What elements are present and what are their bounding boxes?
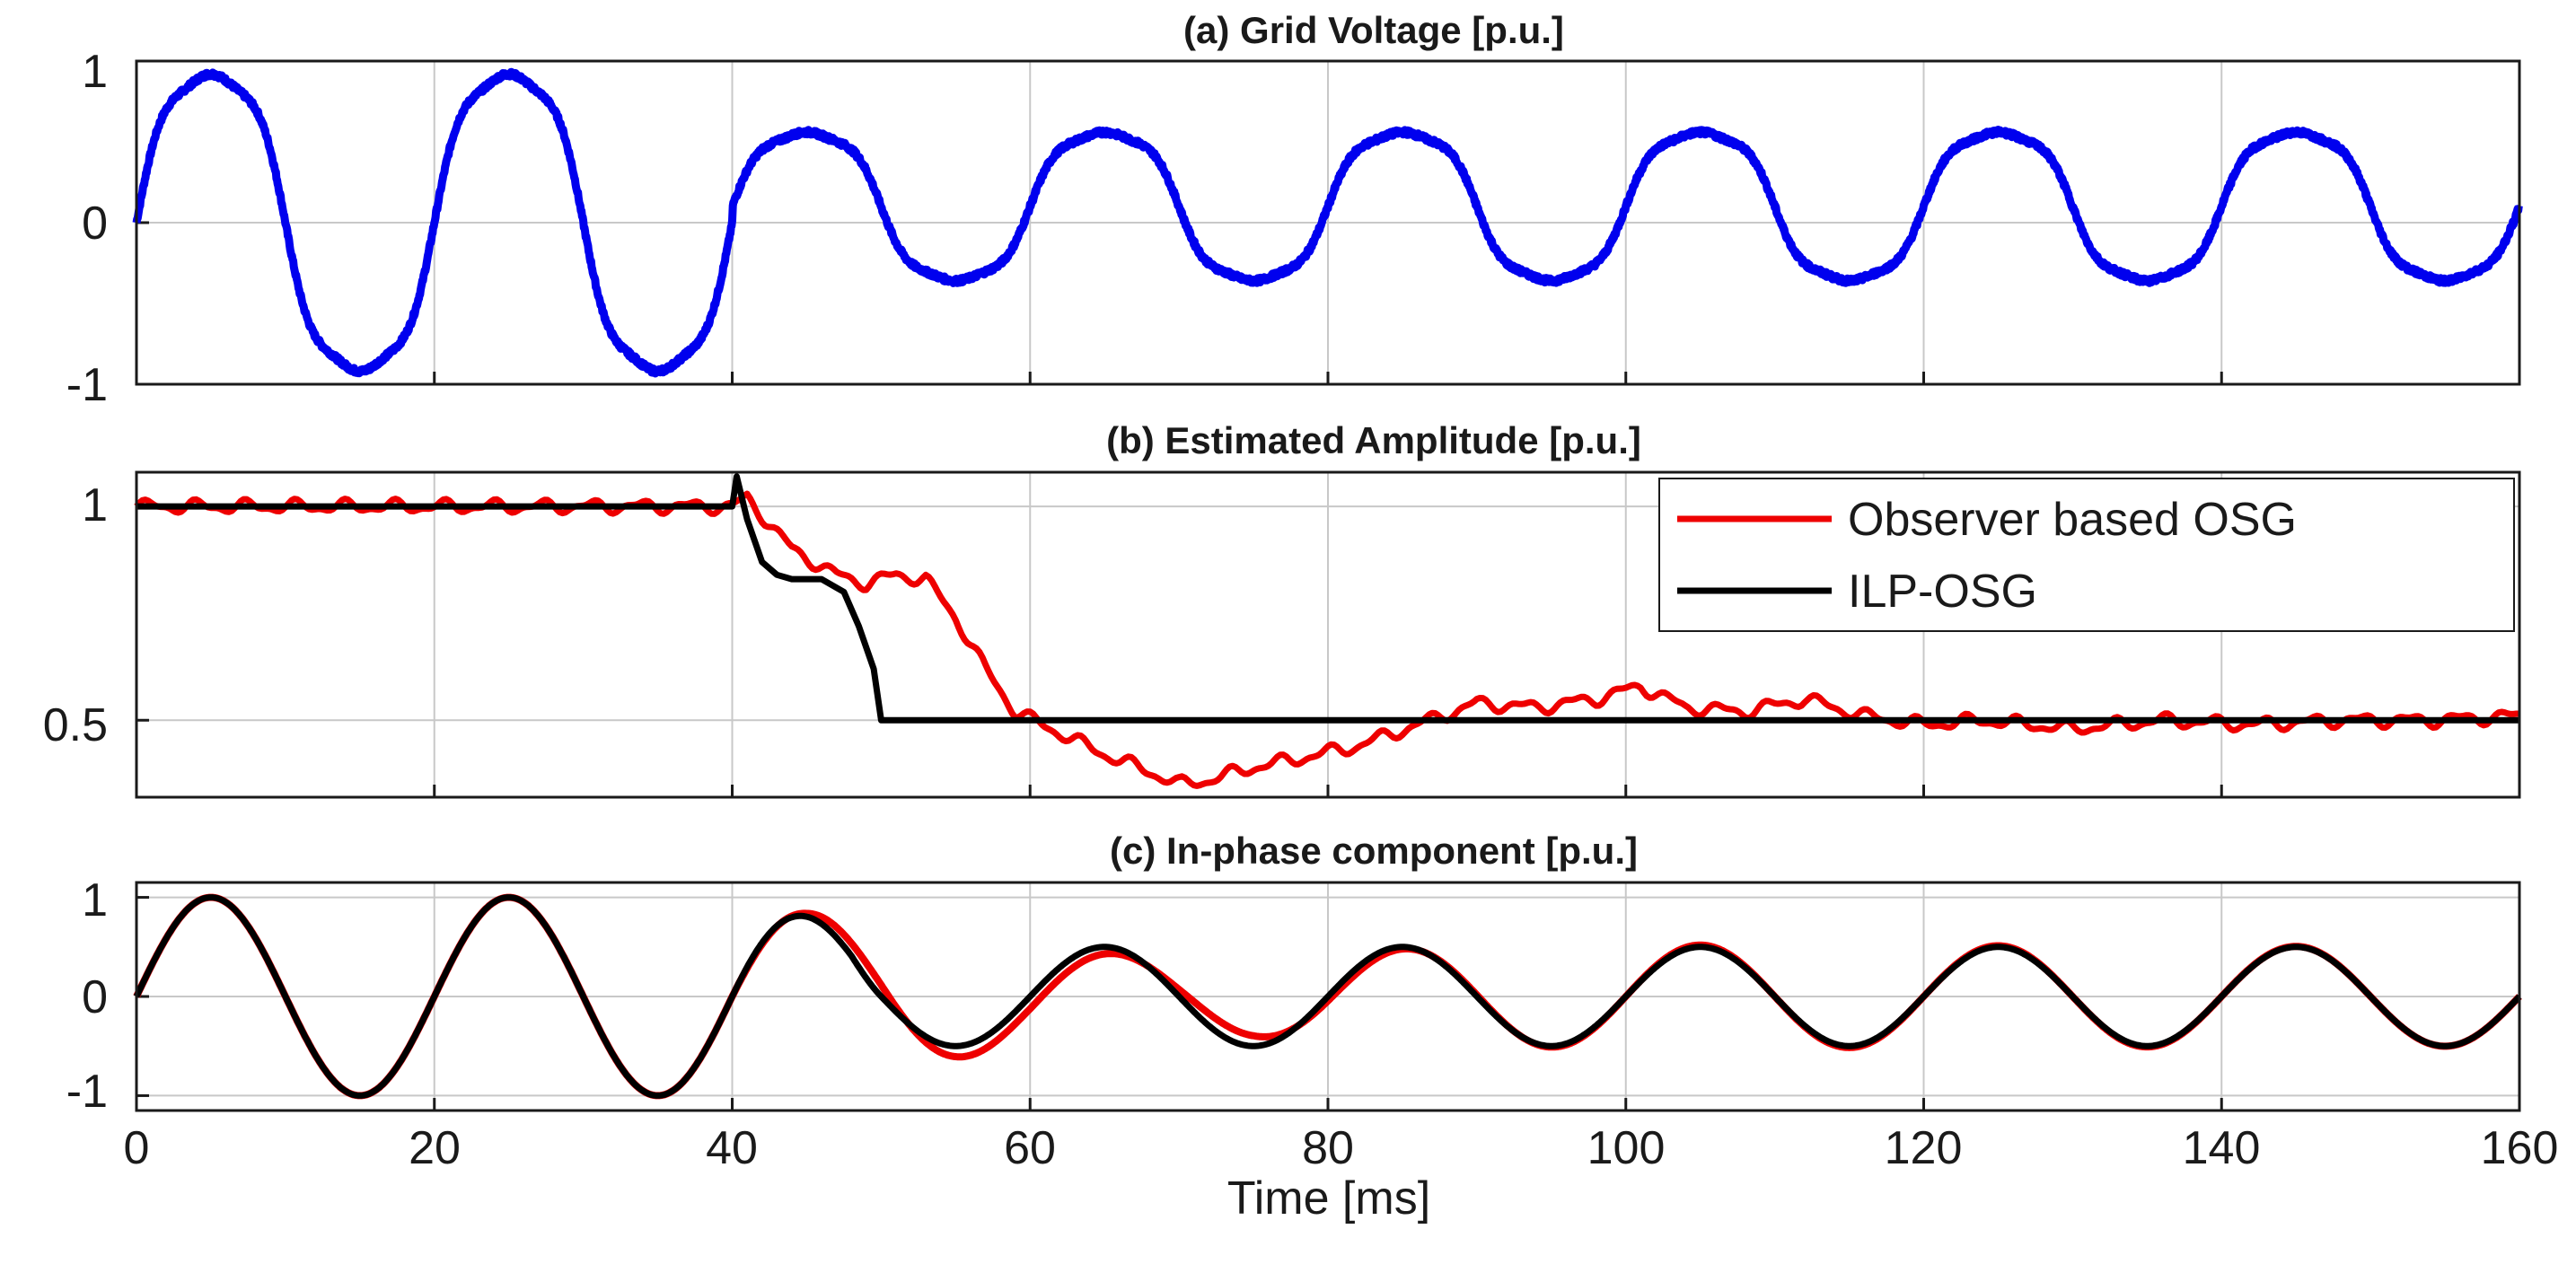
xtick-40: 40 xyxy=(706,1122,758,1174)
panel-c: (c) In-phase component [p.u.] 1 0 -1 0 2… xyxy=(66,830,2559,1225)
xtick-20: 20 xyxy=(409,1122,461,1174)
panel-b: (b) Estimated Amplitude [p.u.] 1 0.5 Obs… xyxy=(43,419,2521,799)
panel-b-series xyxy=(134,473,2520,789)
xtick-120: 120 xyxy=(1885,1122,1963,1174)
legend-label-ilp: ILP-OSG xyxy=(1848,566,2037,618)
xtick-140: 140 xyxy=(2183,1122,2261,1174)
panel-a-ytick-0: 0 xyxy=(82,198,108,250)
series-grid-voltage xyxy=(132,67,2523,378)
panel-c-ytick-neg1: -1 xyxy=(66,1066,108,1118)
x-tick-labels: 0 20 40 60 80 100 120 140 160 xyxy=(124,1122,2559,1174)
series-ilp-osg-inphase xyxy=(133,894,2522,1099)
panel-a-ytick-1: 1 xyxy=(82,46,108,98)
panel-c-ytick-0: 0 xyxy=(82,971,108,1023)
panel-a-title: (a) Grid Voltage [p.u.] xyxy=(1183,9,1564,51)
panel-c-ytick-1: 1 xyxy=(82,874,108,926)
panel-c-title: (c) In-phase component [p.u.] xyxy=(1110,830,1638,872)
panel-b-frame xyxy=(135,470,2521,799)
legend: Observer based OSG ILP-OSG xyxy=(1658,478,2515,632)
panel-a-series xyxy=(132,67,2523,378)
xtick-100: 100 xyxy=(1587,1122,1666,1174)
xtick-0: 0 xyxy=(124,1122,150,1174)
panel-a-ytick-neg1: -1 xyxy=(66,359,108,411)
legend-label-observer: Observer based OSG xyxy=(1848,494,2297,546)
legend-box xyxy=(1658,478,2515,632)
panel-b-title: (b) Estimated Amplitude [p.u.] xyxy=(1106,419,1641,461)
panel-a: (a) Grid Voltage [p.u.] 1 0 -1 xyxy=(66,9,2523,411)
panel-b-ytick-05: 0.5 xyxy=(43,699,108,751)
panel-a-frame xyxy=(135,59,2521,386)
xtick-80: 80 xyxy=(1302,1122,1354,1174)
xtick-160: 160 xyxy=(2481,1122,2559,1174)
series-ilp-osg-amplitude xyxy=(136,473,2519,724)
xtick-60: 60 xyxy=(1004,1122,1056,1174)
panel-b-ytick-1: 1 xyxy=(82,479,108,531)
x-axis-label: Time [ms] xyxy=(1227,1172,1430,1225)
panel-c-series xyxy=(133,893,2522,1100)
panel-c-frame xyxy=(135,881,2521,1112)
